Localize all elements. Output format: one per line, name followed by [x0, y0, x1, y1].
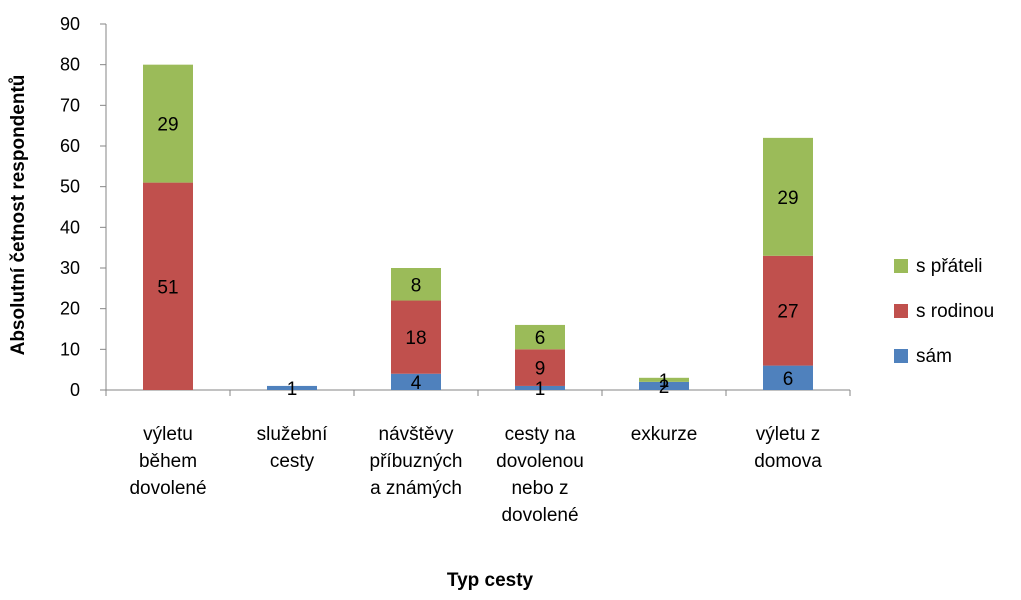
y-tick-label: 80 [60, 55, 80, 75]
legend-label: s rodinou [916, 301, 994, 322]
x-tick-label: výletu z domova [754, 424, 822, 472]
bar-segment-s-rodinou [143, 182, 193, 390]
bars [143, 64, 813, 390]
legend-label: sám [916, 346, 952, 367]
bar-segment-s-prateli [763, 137, 813, 256]
data-label: 2 [659, 377, 670, 398]
bar-segment-s-rodinou [763, 255, 813, 366]
legend-swatch [894, 259, 908, 273]
bar-segment-s-prateli [391, 268, 441, 301]
bar-segment-s-prateli [639, 377, 689, 382]
y-tick-label: 50 [60, 177, 80, 197]
y-tick-label: 60 [60, 136, 80, 156]
x-tick-label: výletu během dovolené [129, 424, 206, 499]
data-label: 29 [157, 115, 178, 136]
bar-segment-s-rodinou [515, 349, 565, 386]
x-tick-label: cesty na dovolenou nebo z dovolené [496, 424, 584, 526]
y-axis-title: Absolutní četnost respondentů [8, 75, 29, 356]
data-label: 6 [535, 328, 546, 349]
data-label: 6 [783, 369, 794, 390]
data-label: 27 [777, 302, 798, 323]
x-axis-title: Typ cesty [447, 570, 534, 591]
bar-segment-sam [267, 385, 317, 390]
y-tick-label: 90 [60, 14, 80, 34]
legend-swatch [894, 304, 908, 318]
data-label: 1 [287, 379, 298, 400]
x-tick-label: exkurze [631, 424, 698, 445]
legend-label: s přáteli [916, 256, 983, 277]
data-label: 1 [535, 379, 546, 400]
x-axis: výletu během dovolené služební cesty návštěvy… [105, 389, 851, 526]
y-tick-label: 20 [60, 299, 80, 319]
data-label: 8 [411, 275, 422, 296]
y-axis: 0 10 20 30 40 50 60 70 80 90 [60, 14, 107, 400]
data-label: 18 [405, 328, 426, 349]
bar-segment-sam [391, 373, 441, 390]
y-tick-label: 10 [60, 339, 80, 359]
x-tick-label: návštěvy příbuzných a známých [370, 424, 463, 499]
x-tick-label: služební cesty [257, 424, 328, 472]
bar-segment-s-rodinou [391, 300, 441, 374]
bar-segment-s-prateli [143, 64, 193, 183]
y-tick-label: 0 [70, 380, 80, 400]
bar-segment-sam [763, 365, 813, 390]
data-label: 51 [157, 277, 178, 298]
bar-segment-sam [639, 381, 689, 390]
y-tick-label: 40 [60, 217, 80, 237]
y-tick-label: 30 [60, 258, 80, 278]
y-tick-label: 70 [60, 95, 80, 115]
data-label: 29 [777, 188, 798, 209]
bar-segment-sam [515, 385, 565, 390]
data-label: 1 [659, 371, 670, 392]
legend-swatch [894, 349, 908, 363]
data-label: 9 [535, 359, 546, 380]
legend: s přáteli s rodinou sám [894, 256, 994, 367]
data-label: 4 [411, 373, 422, 394]
bar-segment-s-prateli [515, 324, 565, 350]
